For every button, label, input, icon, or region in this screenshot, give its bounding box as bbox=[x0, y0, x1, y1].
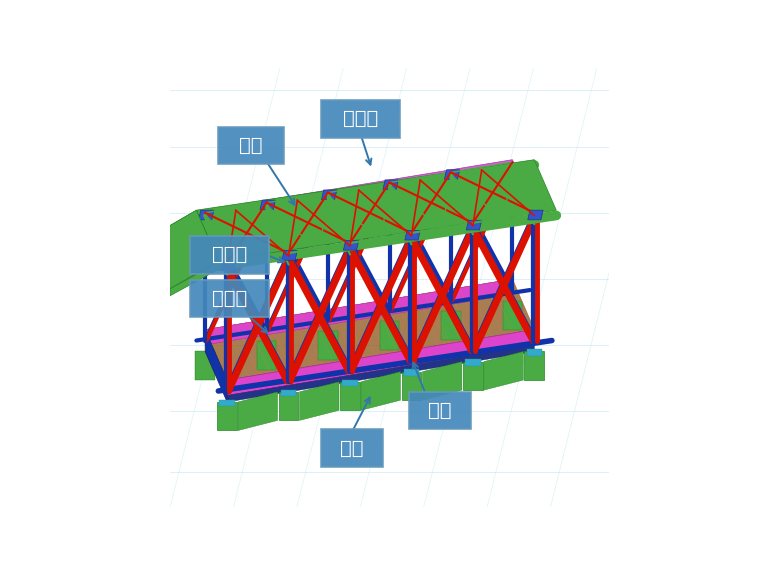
Text: 下弦: 下弦 bbox=[340, 438, 364, 458]
FancyBboxPatch shape bbox=[190, 237, 269, 274]
Polygon shape bbox=[205, 279, 512, 345]
Polygon shape bbox=[451, 160, 534, 220]
Polygon shape bbox=[198, 210, 214, 220]
Polygon shape bbox=[380, 321, 399, 350]
Text: 上平联: 上平联 bbox=[344, 109, 378, 128]
Text: 上弦: 上弦 bbox=[239, 136, 263, 154]
Polygon shape bbox=[148, 212, 218, 289]
Polygon shape bbox=[196, 160, 556, 260]
Polygon shape bbox=[502, 301, 522, 329]
Polygon shape bbox=[282, 251, 297, 260]
Polygon shape bbox=[220, 400, 235, 406]
FancyBboxPatch shape bbox=[409, 392, 470, 429]
Text: 腹杆: 腹杆 bbox=[428, 401, 451, 420]
Polygon shape bbox=[465, 360, 480, 366]
Polygon shape bbox=[279, 392, 299, 421]
Polygon shape bbox=[405, 230, 420, 240]
Polygon shape bbox=[195, 352, 215, 380]
Polygon shape bbox=[361, 372, 401, 410]
Polygon shape bbox=[441, 311, 461, 340]
FancyBboxPatch shape bbox=[321, 100, 401, 137]
Polygon shape bbox=[344, 241, 359, 250]
FancyBboxPatch shape bbox=[190, 280, 269, 317]
Text: 上横联: 上横联 bbox=[212, 246, 247, 264]
Polygon shape bbox=[321, 190, 337, 199]
Polygon shape bbox=[401, 372, 421, 400]
Polygon shape bbox=[217, 402, 237, 430]
Polygon shape bbox=[467, 220, 482, 230]
Polygon shape bbox=[299, 382, 339, 421]
Polygon shape bbox=[148, 210, 218, 289]
Polygon shape bbox=[383, 180, 398, 190]
Polygon shape bbox=[148, 210, 218, 289]
Polygon shape bbox=[342, 380, 358, 386]
FancyBboxPatch shape bbox=[218, 127, 284, 164]
Polygon shape bbox=[328, 180, 411, 241]
Polygon shape bbox=[238, 392, 277, 430]
Polygon shape bbox=[267, 190, 350, 251]
Polygon shape bbox=[260, 200, 275, 210]
Polygon shape bbox=[445, 170, 460, 180]
Polygon shape bbox=[340, 382, 360, 410]
Polygon shape bbox=[404, 369, 419, 376]
Polygon shape bbox=[227, 345, 534, 402]
Polygon shape bbox=[227, 329, 534, 396]
Polygon shape bbox=[205, 329, 227, 402]
Polygon shape bbox=[389, 170, 473, 230]
Polygon shape bbox=[205, 279, 534, 380]
Polygon shape bbox=[423, 361, 462, 400]
Polygon shape bbox=[524, 352, 544, 380]
Polygon shape bbox=[527, 210, 543, 220]
Polygon shape bbox=[484, 352, 524, 390]
Polygon shape bbox=[205, 200, 289, 260]
FancyBboxPatch shape bbox=[321, 429, 383, 467]
Polygon shape bbox=[527, 349, 542, 356]
Text: 桥面系: 桥面系 bbox=[212, 290, 247, 308]
Polygon shape bbox=[257, 341, 277, 370]
Polygon shape bbox=[318, 331, 338, 360]
Polygon shape bbox=[463, 361, 483, 390]
Polygon shape bbox=[281, 390, 296, 396]
Polygon shape bbox=[220, 260, 236, 270]
Polygon shape bbox=[170, 262, 218, 296]
